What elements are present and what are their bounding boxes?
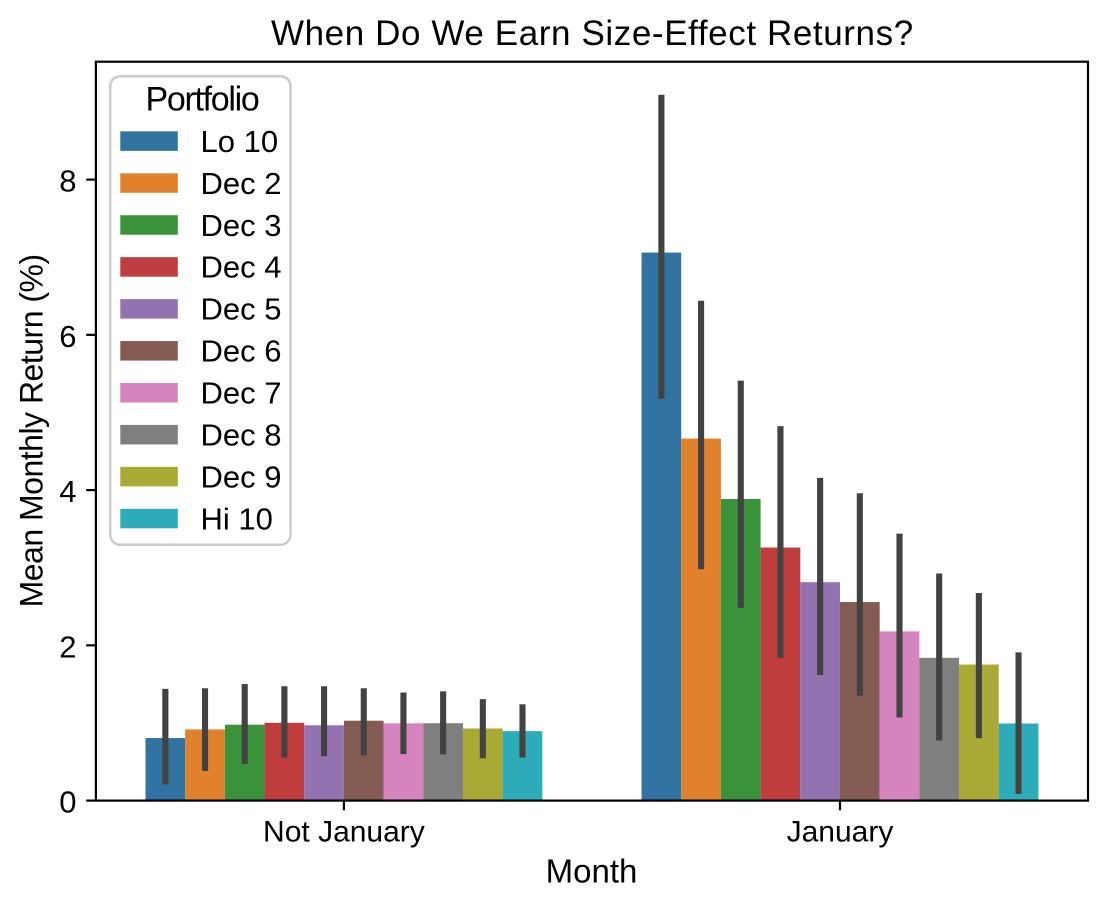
svg-text:Dec 7: Dec 7 (201, 376, 282, 411)
svg-text:Dec 8: Dec 8 (201, 417, 282, 452)
svg-text:Mean Monthly Return (%): Mean Monthly Return (%) (14, 254, 50, 607)
svg-text:4: 4 (59, 474, 76, 509)
svg-text:Dec 3: Dec 3 (201, 208, 282, 243)
svg-text:6: 6 (59, 319, 76, 354)
svg-text:2: 2 (59, 629, 76, 664)
svg-text:Month: Month (546, 852, 638, 889)
svg-text:Lo 10: Lo 10 (201, 124, 279, 159)
svg-text:8: 8 (59, 164, 76, 199)
svg-text:Hi 10: Hi 10 (201, 501, 273, 536)
svg-text:0: 0 (59, 785, 76, 820)
svg-text:Dec 4: Dec 4 (201, 250, 282, 285)
svg-text:January: January (787, 816, 894, 849)
svg-text:Dec 9: Dec 9 (201, 459, 282, 494)
svg-text:Dec 2: Dec 2 (201, 166, 282, 201)
svg-text:Portfolio: Portfolio (145, 80, 258, 118)
svg-text:When Do We Earn Size-Effect Re: When Do We Earn Size-Effect Returns? (271, 14, 914, 53)
svg-text:Dec 5: Dec 5 (201, 292, 282, 327)
svg-text:Dec 6: Dec 6 (201, 334, 282, 369)
svg-text:Not January: Not January (263, 816, 425, 849)
